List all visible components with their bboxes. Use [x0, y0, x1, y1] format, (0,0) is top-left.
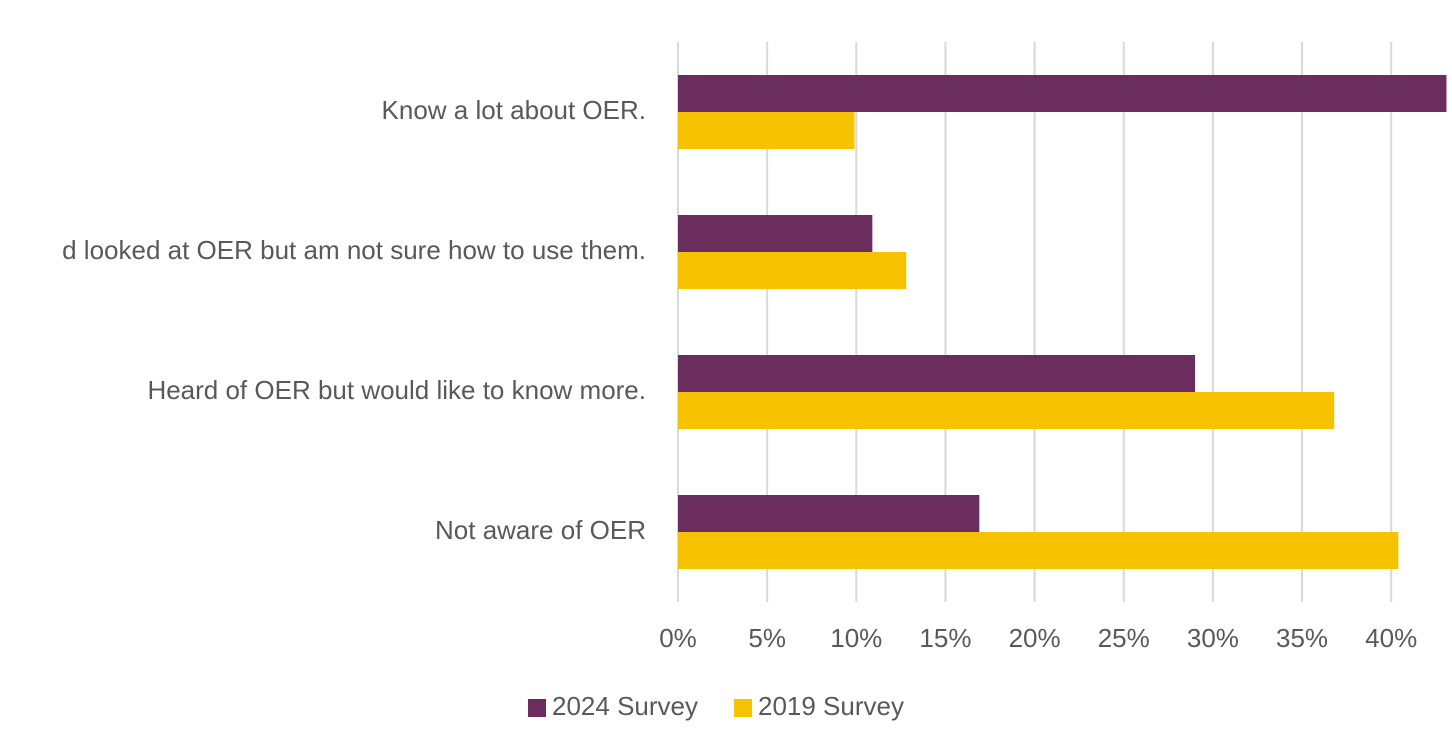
- x-tick-label: 40%: [1365, 623, 1417, 653]
- x-tick-label: 30%: [1187, 623, 1239, 653]
- legend-label: 2019 Survey: [758, 691, 904, 721]
- bar: [678, 112, 855, 149]
- bar: [678, 532, 1399, 569]
- bar: [678, 392, 1335, 429]
- x-tick-label: 35%: [1276, 623, 1328, 653]
- x-tick-label: 0%: [659, 623, 697, 653]
- category-label: d looked at OER but am not sure how to u…: [62, 235, 646, 265]
- legend-label: 2024 Survey: [552, 691, 698, 721]
- category-label: Know a lot about OER.: [382, 95, 646, 125]
- x-tick-label: 15%: [919, 623, 971, 653]
- bar: [678, 215, 873, 252]
- bar: [678, 355, 1196, 392]
- x-tick-label: 20%: [1009, 623, 1061, 653]
- bar: [678, 252, 907, 289]
- bar: [678, 75, 1447, 112]
- x-tick-label: 5%: [748, 623, 786, 653]
- category-label: Not aware of OER: [435, 515, 646, 545]
- legend-swatch: [733, 699, 752, 717]
- bar: [678, 495, 980, 532]
- x-tick-label: 25%: [1098, 623, 1150, 653]
- x-tick-label: 10%: [830, 623, 882, 653]
- category-label: Heard of OER but would like to know more…: [147, 375, 646, 405]
- legend-swatch: [528, 699, 546, 717]
